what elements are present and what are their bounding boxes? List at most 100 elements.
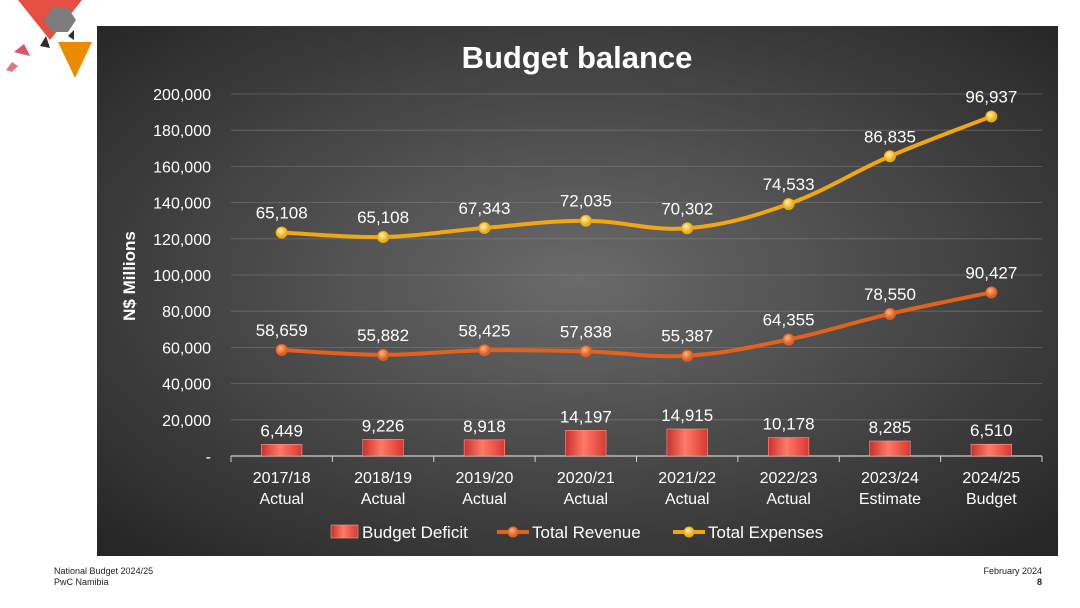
deficit-bar xyxy=(565,430,607,457)
chart-panel: Budget balance N$ Millions - 20,000 40,000… xyxy=(97,26,1058,556)
expenses-point xyxy=(681,222,694,235)
legend-label-deficit: Budget Deficit xyxy=(362,523,468,542)
revenue-data-label: 90,427 xyxy=(965,263,1017,282)
y-tick-label: 140,000 xyxy=(153,196,211,213)
logo-grey-hexagon xyxy=(44,8,76,32)
x-tick-label: Actual xyxy=(564,491,608,508)
expenses-line xyxy=(281,114,993,240)
y-tick-label: - xyxy=(206,449,211,466)
expenses-point xyxy=(275,226,288,239)
revenue-data-label: 64,355 xyxy=(763,311,815,330)
expenses-data-label: 65,108 xyxy=(256,203,308,222)
footer-right: February 2024 8 xyxy=(983,566,1042,588)
deficit-data-label: 14,915 xyxy=(661,406,713,425)
expenses-point xyxy=(377,230,390,243)
expenses-point xyxy=(782,198,795,211)
footer-document-title: National Budget 2024/25 xyxy=(54,566,154,576)
x-tick-label: 2024/25 xyxy=(962,470,1020,487)
revenue-point xyxy=(579,345,592,358)
expenses-data-label: 72,035 xyxy=(560,192,612,211)
x-tick-label: Actual xyxy=(259,491,303,508)
deficit-data-label: 6,510 xyxy=(970,421,1013,440)
expenses-point xyxy=(579,214,592,227)
x-tick-label: 2018/19 xyxy=(354,470,412,487)
revenue-point xyxy=(478,344,491,357)
deficit-data-label: 9,226 xyxy=(362,416,405,435)
logo-dark-triangle xyxy=(40,36,50,48)
expenses-data-label: 67,343 xyxy=(458,199,510,218)
page-number: 8 xyxy=(1036,577,1042,587)
x-tick-label: 2020/21 xyxy=(557,470,615,487)
expenses-series: 65,108 65,108 67,343 72,035 70,302 74,533 86,8… xyxy=(256,87,1017,243)
deficit-bars: 6,449 9,226 8,918 14,197 14,915 10,178 8,285 6,… xyxy=(260,406,1013,457)
revenue-data-label: 57,838 xyxy=(560,322,612,341)
revenue-data-label: 55,387 xyxy=(661,327,713,346)
logo-pink-triangle xyxy=(14,44,30,56)
y-tick-label: 160,000 xyxy=(153,159,211,176)
deficit-data-label: 8,285 xyxy=(869,418,912,437)
expenses-data-label: 70,302 xyxy=(661,199,713,218)
revenue-line xyxy=(281,290,992,359)
deficit-data-label: 6,449 xyxy=(260,421,303,440)
x-tick-label: Budget xyxy=(966,491,1017,508)
revenue-data-label: 58,425 xyxy=(458,321,510,340)
expenses-data-label: 74,533 xyxy=(763,175,815,194)
x-tick-label: 2022/23 xyxy=(760,470,818,487)
revenue-point xyxy=(883,307,896,320)
legend-label-revenue: Total Revenue xyxy=(532,523,641,542)
budget-balance-chart: Budget balance N$ Millions - 20,000 40,000… xyxy=(97,26,1058,556)
deficit-bar xyxy=(261,444,303,457)
y-axis-label: N$ Millions xyxy=(120,231,139,321)
revenue-point xyxy=(985,286,998,299)
expenses-data-label: 86,835 xyxy=(864,127,916,146)
deficit-bar xyxy=(362,439,404,457)
deficit-bar xyxy=(666,428,708,457)
y-tick-label: 60,000 xyxy=(162,340,211,357)
deficit-data-label: 10,178 xyxy=(763,415,815,434)
revenue-data-label: 55,882 xyxy=(357,326,409,345)
chart-title: Budget balance xyxy=(462,40,693,75)
x-tick-label: 2021/22 xyxy=(658,470,716,487)
deficit-data-label: 14,197 xyxy=(560,407,612,426)
chart-background xyxy=(97,26,1058,556)
x-tick-label: 2019/20 xyxy=(456,470,514,487)
footer-left: National Budget 2024/25 PwC Namibia xyxy=(54,566,153,588)
legend-marker-revenue xyxy=(507,526,519,538)
y-tick-label: 40,000 xyxy=(162,377,211,394)
logo-small-dark-triangle xyxy=(68,30,74,40)
y-tick-label: 20,000 xyxy=(162,413,211,430)
y-tick-label: 180,000 xyxy=(153,123,211,140)
expenses-point xyxy=(883,150,896,163)
deficit-bar xyxy=(970,443,1012,457)
x-tick-label: 2017/18 xyxy=(253,470,311,487)
legend-label-expenses: Total Expenses xyxy=(708,523,823,542)
revenue-point xyxy=(377,348,390,361)
revenue-point xyxy=(275,343,288,356)
y-tick-label: 120,000 xyxy=(153,232,211,249)
legend-marker-expenses xyxy=(683,526,695,538)
expenses-data-label: 65,108 xyxy=(357,208,409,227)
expenses-point xyxy=(478,221,491,234)
footer-date: February 2024 xyxy=(983,566,1042,576)
legend-swatch-deficit xyxy=(330,524,359,539)
deficit-bar xyxy=(463,439,506,457)
y-tick-label: 100,000 xyxy=(153,268,211,285)
y-tick-label: 80,000 xyxy=(162,304,211,321)
deficit-data-label: 8,918 xyxy=(463,417,506,436)
logo-orange-chevron xyxy=(58,42,92,78)
y-axis-ticks: - 20,000 40,000 60,000 80,000 100,000 120,000 1… xyxy=(153,87,211,466)
x-tick-label: Actual xyxy=(766,491,810,508)
revenue-data-label: 58,659 xyxy=(256,321,308,340)
x-tick-label: Actual xyxy=(665,491,709,508)
x-tick-label: Actual xyxy=(462,491,506,508)
expenses-point xyxy=(985,110,998,123)
revenue-data-label: 78,550 xyxy=(864,285,916,304)
chart-legend: Budget Deficit Total Revenue Total Expense… xyxy=(330,523,823,542)
logo-pink-chevron xyxy=(6,62,18,72)
expenses-data-label: 96,937 xyxy=(965,87,1017,106)
deficit-bar xyxy=(869,440,911,457)
x-tick-label: Estimate xyxy=(859,491,921,508)
revenue-point xyxy=(782,333,795,346)
footer-organization: PwC Namibia xyxy=(54,577,109,587)
revenue-point xyxy=(681,349,694,362)
